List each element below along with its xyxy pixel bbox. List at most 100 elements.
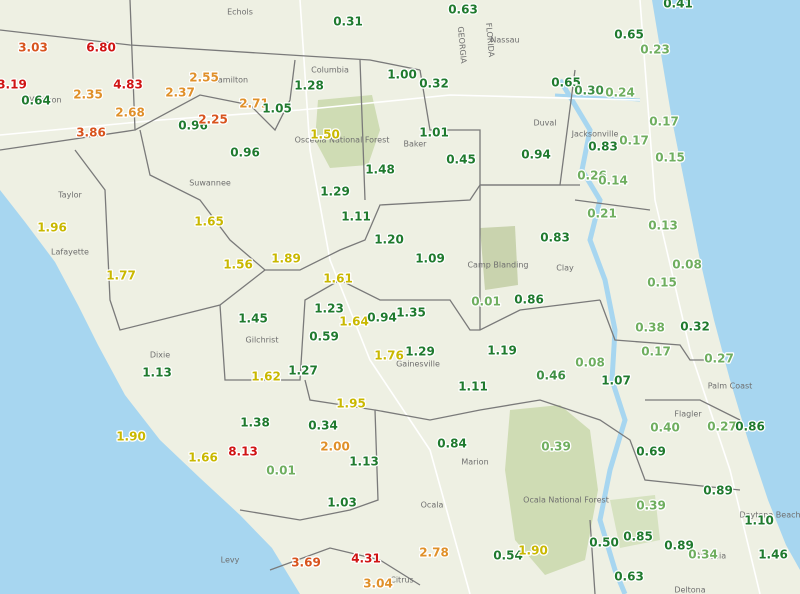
rain-value: 0.38	[635, 321, 665, 335]
road	[639, 0, 761, 594]
rain-value: 3.03	[18, 41, 48, 55]
rain-value: 3.86	[76, 126, 106, 140]
rain-value: 0.34	[308, 419, 338, 433]
rain-value: 2.78	[419, 546, 449, 560]
rain-value: 1.61	[323, 272, 353, 286]
county-line	[269, 519, 596, 594]
camp-blanding	[480, 226, 518, 290]
place-label: Palm Coast	[708, 382, 753, 391]
rain-value: 1.27	[288, 364, 318, 378]
place-label: Duval	[533, 119, 556, 128]
place-label: Osceola National Forest	[295, 136, 390, 145]
rain-value: 0.31	[333, 15, 363, 29]
place-label: Clay	[556, 264, 574, 273]
rain-value: 0.84	[437, 437, 467, 451]
place-label: Daytona Beach	[739, 511, 800, 520]
place-label: Volusia	[698, 552, 726, 561]
place-label: Nassau	[490, 36, 519, 45]
place-label: Ocala National Forest	[523, 496, 609, 505]
rain-value: 1.03	[327, 496, 357, 510]
rain-value: 0.23	[640, 43, 670, 57]
place-label: Levy	[221, 556, 240, 565]
rain-value: 1.29	[405, 345, 435, 359]
place-label: Citrus	[390, 576, 413, 585]
rain-value: 0.63	[614, 570, 644, 584]
road	[299, 0, 471, 594]
rain-value: 1.90	[116, 430, 146, 444]
rain-value: 0.86	[514, 293, 544, 307]
rain-value: 1.48	[365, 163, 395, 177]
rain-value: 1.64	[339, 315, 369, 329]
rain-value: 1.90	[518, 544, 548, 558]
place-labels: Echols Nassau Columbia Baker Duval Jacksonvil…	[28, 8, 800, 594]
rain-value: 1.65	[194, 215, 224, 229]
rain-value: 0.65	[551, 76, 581, 90]
rain-value: 0.39	[541, 440, 571, 454]
rain-value: 0.14	[598, 174, 628, 188]
rain-value: 1.35	[396, 306, 426, 320]
place-label: Echols	[227, 8, 253, 17]
rain-value: 3.04	[363, 577, 393, 591]
rain-value: 0.96	[178, 119, 208, 133]
place-label: Gilchrist	[246, 336, 279, 345]
rain-value: 0.17	[641, 345, 671, 359]
rain-value: 1.05	[262, 102, 292, 116]
rain-value: 0.34	[688, 548, 718, 562]
rain-value: 8.13	[228, 445, 258, 459]
rain-value: 1.28	[294, 79, 324, 93]
rain-value: 0.69	[636, 445, 666, 459]
rain-value: 0.65	[614, 28, 644, 42]
place-label: Hamilton	[212, 76, 248, 85]
place-label: Taylor	[57, 191, 82, 200]
place-label: Baker	[404, 140, 428, 149]
county-line	[74, 149, 266, 331]
place-label: GEORGIA	[456, 26, 468, 64]
rain-value: 1.56	[223, 258, 253, 272]
rain-value: 1.76	[374, 349, 404, 363]
place-label: Suwannee	[189, 179, 231, 188]
place-label: Dixie	[150, 351, 170, 360]
county-line	[239, 379, 379, 521]
ocala-forest	[505, 405, 598, 575]
rain-value: 0.15	[647, 276, 677, 290]
rain-value: 0.83	[540, 231, 570, 245]
rain-value: 0.89	[703, 484, 733, 498]
rain-value: 0.39	[636, 499, 666, 513]
place-label: FLORIDA	[484, 22, 496, 58]
rain-value: 1.46	[758, 548, 788, 562]
rain-value: 1.01	[419, 126, 449, 140]
rain-value: 0.30	[574, 84, 604, 98]
rain-value: 1.13	[349, 455, 379, 469]
rain-value: 0.26	[577, 169, 607, 183]
rain-value: 1.19	[487, 344, 517, 358]
rain-value: 0.86	[735, 420, 765, 434]
rain-value: 4.83	[113, 78, 143, 92]
county-line	[139, 129, 580, 271]
county-line	[480, 69, 651, 211]
rain-value: 2.55	[189, 71, 219, 85]
st-johns-river	[557, 78, 628, 594]
county-line	[359, 59, 481, 330]
rain-value: 1.66	[188, 451, 218, 465]
rain-value: 2.35	[73, 88, 103, 102]
place-label: Gainesville	[396, 360, 440, 369]
rain-value: 1.50	[310, 128, 340, 142]
place-label: Ocala	[421, 501, 444, 510]
rain-value: 1.11	[341, 210, 371, 224]
rain-value: 0.13	[648, 219, 678, 233]
rain-value: 0.45	[446, 153, 476, 167]
county-line	[219, 279, 601, 381]
rain-value: 2.71	[239, 97, 269, 111]
rain-value: 4.31	[351, 552, 381, 566]
rain-value: 0.46	[536, 369, 566, 383]
rain-value: 0.94	[367, 311, 397, 325]
gulf-water	[0, 190, 300, 594]
rain-value: 1.38	[240, 416, 270, 430]
rain-value: 0.27	[707, 420, 737, 434]
rain-value: 1.23	[314, 302, 344, 316]
rain-value: 0.15	[655, 151, 685, 165]
rain-value: 0.83	[588, 140, 618, 154]
place-label: Lafayette	[51, 248, 89, 257]
rain-value: 1.96	[37, 221, 67, 235]
